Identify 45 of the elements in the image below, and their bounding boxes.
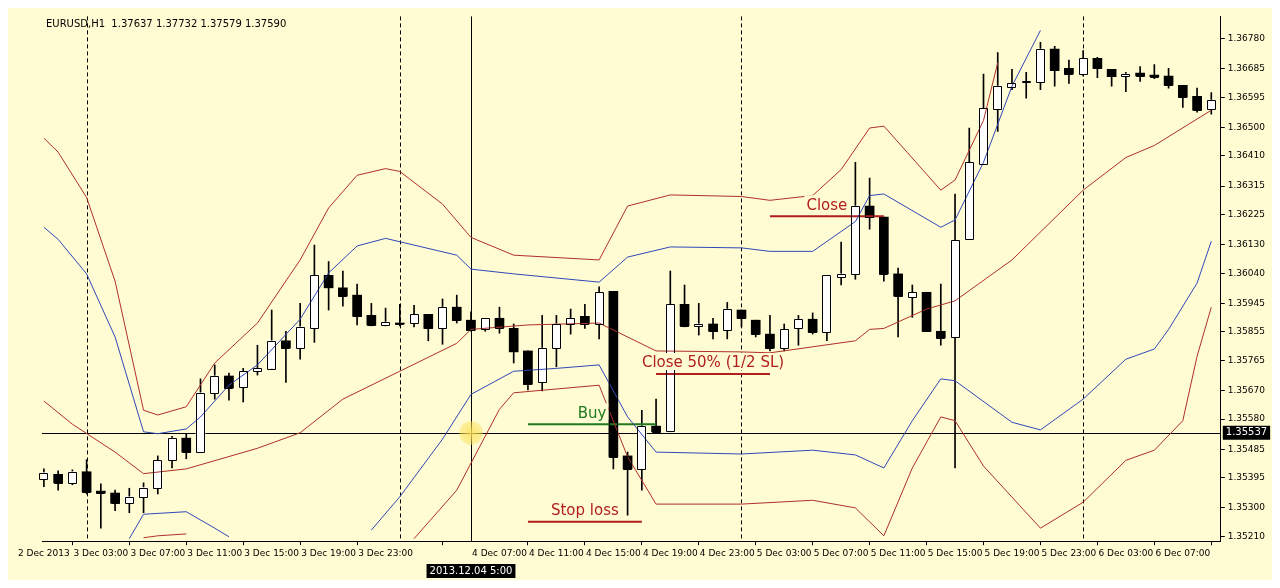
y-tick-label: 1.36315 <box>1227 180 1265 191</box>
series-label: Stop loss <box>550 501 619 520</box>
x-tick-label: 5 Dec 15:00 <box>927 547 983 558</box>
series-label: Buy <box>577 403 607 422</box>
y-tick-label: 1.35580 <box>1227 413 1266 424</box>
x-tick-label: 3 Dec 23:00 <box>358 547 414 558</box>
y-tick-label: 1.36130 <box>1227 239 1266 250</box>
x-tick-label: 2 Dec 2013 <box>18 547 70 558</box>
y-tick-label: 1.35855 <box>1227 326 1265 337</box>
y-tick-label: 1.36780 <box>1227 32 1266 43</box>
x-tick-label: 5 Dec 07:00 <box>813 547 869 558</box>
y-tick-label: 1.35670 <box>1227 384 1266 395</box>
x-tick-label: 3 Dec 19:00 <box>301 547 357 558</box>
x-tick-label: 3 Dec 15:00 <box>244 547 300 558</box>
y-tick-label: 1.35485 <box>1227 443 1265 454</box>
x-tick-label: 6 Dec 03:00 <box>1098 547 1154 558</box>
x-tick-label: 5 Dec 23:00 <box>1041 547 1097 558</box>
x-tick-label: 5 Dec 19:00 <box>984 547 1040 558</box>
x-tick-label: 3 Dec 03:00 <box>73 547 129 558</box>
x-tick-label: 4 Dec 19:00 <box>642 547 698 558</box>
y-tick-label: 1.36040 <box>1227 267 1266 278</box>
x-tick-label: 5 Dec 03:00 <box>756 547 812 558</box>
y-tick-label: 1.35395 <box>1227 472 1265 483</box>
x-tick-label: 4 Dec 07:00 <box>472 547 528 558</box>
y-tick-label: 1.35210 <box>1227 530 1266 541</box>
chart-title: EURUSD,H1 1.37637 1.37732 1.37579 1.37590 <box>46 17 287 29</box>
y-tick-label: 1.36410 <box>1227 150 1266 161</box>
y-tick-label: 1.36685 <box>1227 63 1265 74</box>
ref-line-label: 1.35537 <box>1225 426 1268 438</box>
x-tick-label: 3 Dec 07:00 <box>130 547 186 558</box>
y-tick-label: 1.35945 <box>1227 297 1265 308</box>
x-tick-label: 4 Dec 15:00 <box>585 547 642 558</box>
y-tick-label: 1.35300 <box>1227 502 1266 513</box>
series-label: Close 50% (1/2 SL) <box>641 353 785 372</box>
x-tick-label: 4 Dec 11:00 <box>529 547 585 558</box>
x-tick-label: 5 Dec 11:00 <box>870 547 926 558</box>
y-tick-label: 1.36595 <box>1227 91 1265 102</box>
y-tick-label: 1.35765 <box>1227 354 1265 365</box>
ref-line-label: 2013.12.04 5:00 <box>429 564 513 576</box>
x-tick-label: 6 Dec 07:00 <box>1155 547 1211 558</box>
x-tick-label: 4 Dec 23:00 <box>699 547 755 558</box>
series-label: Close <box>806 195 848 214</box>
y-tick-label: 1.36225 <box>1227 208 1265 219</box>
y-tick-label: 1.36500 <box>1227 121 1266 132</box>
x-tick-label: 3 Dec 11:00 <box>187 547 243 558</box>
